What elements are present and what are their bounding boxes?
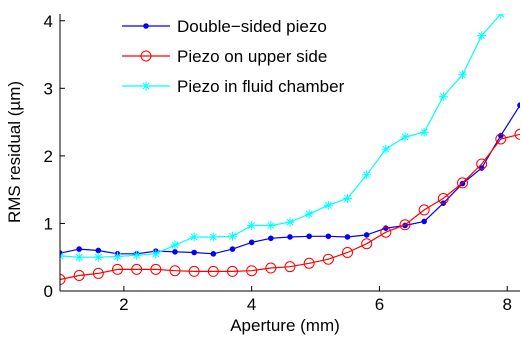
data-point — [268, 235, 274, 242]
data-point — [246, 265, 258, 277]
data-point — [93, 252, 103, 262]
x-tick-label: 6 — [375, 295, 384, 314]
data-point — [381, 144, 391, 154]
x-axis-title: Aperture (mm) — [230, 316, 340, 335]
data-point — [495, 133, 507, 145]
data-point — [343, 193, 352, 203]
data-point — [380, 226, 392, 238]
data-point — [92, 267, 104, 279]
data-point — [306, 233, 312, 240]
data-point — [141, 81, 151, 91]
data-point — [344, 234, 351, 240]
data-point — [248, 239, 255, 246]
data-point — [113, 252, 122, 262]
data-point — [169, 265, 181, 277]
legend-entry: Piezo in fluid chamber — [122, 77, 345, 96]
data-point — [418, 204, 430, 216]
data-point — [227, 265, 238, 277]
data-point — [514, 128, 520, 140]
data-point — [131, 263, 143, 275]
series-line — [60, 104, 520, 255]
data-point — [303, 257, 315, 269]
y-tick-label: 3 — [44, 79, 53, 98]
data-point — [229, 246, 236, 252]
data-point — [323, 200, 333, 210]
data-point — [383, 225, 389, 231]
data-point — [457, 177, 468, 189]
legend: Double−sided piezo Piezo on upper side Pie… — [122, 17, 345, 96]
data-point — [322, 253, 334, 265]
data-point — [228, 231, 237, 241]
data-point — [172, 249, 178, 255]
data-point — [207, 265, 219, 277]
data-point — [458, 70, 467, 80]
data-point — [170, 240, 180, 250]
data-point — [95, 247, 102, 254]
data-point — [188, 265, 200, 277]
data-point — [476, 158, 488, 170]
y-tick-label: 4 — [44, 12, 53, 31]
data-point — [189, 232, 199, 242]
data-point — [400, 132, 410, 142]
data-point — [517, 102, 520, 109]
y-tick-label: 1 — [44, 214, 53, 233]
data-point — [266, 220, 276, 230]
data-point — [325, 233, 332, 240]
data-point — [361, 238, 373, 250]
data-point — [132, 250, 142, 260]
data-point — [76, 246, 82, 252]
series-2 — [60, 128, 520, 286]
data-point — [477, 31, 487, 41]
x-tick-label: 2 — [119, 295, 128, 314]
legend-label: Piezo in fluid chamber — [177, 77, 345, 96]
legend-entry: Piezo on upper side — [122, 47, 327, 66]
data-point — [287, 234, 293, 240]
series-line — [60, 133, 520, 281]
series-1 — [60, 102, 520, 257]
data-point — [342, 246, 353, 258]
data-point — [60, 274, 66, 286]
data-point — [210, 251, 217, 257]
data-point — [73, 269, 85, 281]
data-point — [421, 218, 427, 225]
y-tick-label: 0 — [44, 282, 53, 301]
data-point — [284, 261, 296, 273]
data-point — [419, 127, 429, 137]
data-point — [265, 262, 277, 274]
data-point — [399, 219, 411, 231]
x-tick-label: 4 — [247, 295, 256, 314]
legend-label: Piezo on upper side — [177, 47, 327, 66]
legend-label: Double−sided piezo — [177, 17, 327, 36]
data-point — [496, 14, 506, 19]
data-point — [304, 209, 314, 219]
data-point — [150, 263, 162, 275]
data-point — [74, 252, 84, 262]
data-point — [362, 170, 372, 180]
data-point — [191, 249, 197, 256]
legend-entry: Double−sided piezo — [122, 17, 327, 36]
x-tick-label: 8 — [502, 295, 511, 314]
data-point — [285, 217, 295, 227]
data-point — [437, 192, 449, 204]
data-point — [140, 50, 152, 62]
y-tick-label: 2 — [44, 147, 53, 166]
data-point — [112, 263, 123, 275]
data-point — [151, 249, 161, 259]
data-point — [247, 220, 257, 230]
series-3 — [60, 14, 506, 262]
axes-layer: 2 4 6 8 0 1 2 3 4 — [44, 12, 520, 314]
data-point — [143, 23, 149, 29]
series-layer — [60, 14, 520, 286]
data-point — [438, 91, 448, 101]
data-point — [363, 232, 370, 238]
data-point — [208, 232, 218, 242]
y-axis-title: RMS residual (µm) — [5, 81, 24, 223]
